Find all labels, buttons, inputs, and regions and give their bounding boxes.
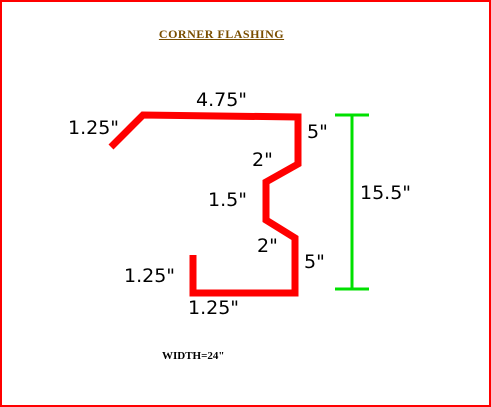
label-bottom-left-lip: 1.25" bbox=[124, 265, 175, 287]
label-overall-height: 15.5" bbox=[360, 182, 411, 204]
label-lower-diagonal: 2" bbox=[257, 235, 278, 257]
label-bottom-width: 1.25" bbox=[188, 297, 239, 319]
label-top-left-lip: 1.25" bbox=[68, 117, 119, 139]
flashing-profile bbox=[108, 111, 302, 297]
label-middle: 1.5" bbox=[208, 189, 247, 211]
label-top-width: 4.75" bbox=[196, 89, 247, 111]
label-upper-diagonal: 2" bbox=[252, 149, 273, 171]
diagram-title-text: CORNER FLASHING bbox=[158, 27, 285, 41]
diagram-title: CORNER FLASHING bbox=[2, 27, 489, 42]
label-right-lower: 5" bbox=[304, 251, 325, 273]
width-note: WIDTH=24" bbox=[162, 350, 225, 362]
label-right-upper: 5" bbox=[307, 121, 328, 143]
height-dimension-line bbox=[335, 113, 369, 291]
